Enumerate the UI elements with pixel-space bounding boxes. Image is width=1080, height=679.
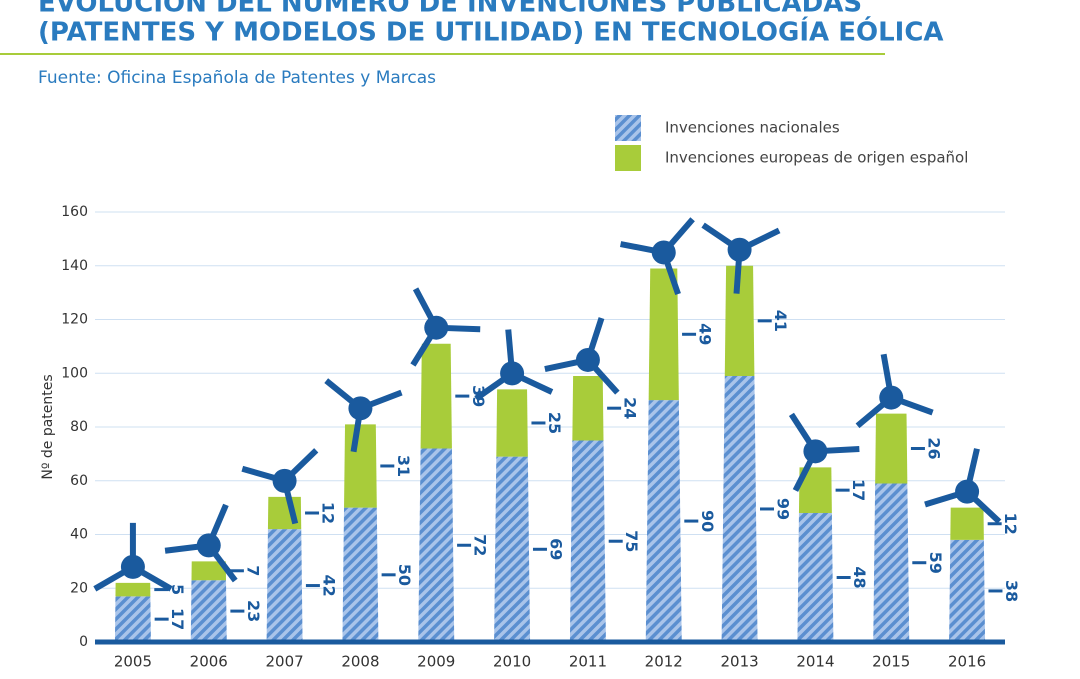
turbine-hub <box>121 555 145 579</box>
bar-segment <box>950 508 984 540</box>
y-tick-label: 20 <box>70 580 88 596</box>
bar-segment <box>421 344 452 449</box>
value-label: 12 <box>1001 513 1020 535</box>
value-label: 72 <box>471 534 490 556</box>
value-label: 41 <box>771 310 790 332</box>
bar-segment <box>875 414 907 484</box>
value-label: 23 <box>244 600 263 622</box>
legend-label: Invenciones nacionales <box>665 119 840 137</box>
value-label: 42 <box>319 574 338 596</box>
x-tick-label: 2012 <box>645 653 683 671</box>
y-tick-label: 40 <box>70 527 88 543</box>
value-label: 26 <box>924 437 943 459</box>
title-line: (PATENTES Y MODELOS DE UTILIDAD) EN TECN… <box>38 16 944 48</box>
bar-segment <box>115 596 151 642</box>
y-axis-label: Nº de patentes <box>40 374 56 479</box>
turbine-hub <box>500 361 524 385</box>
bar-segment <box>570 440 606 642</box>
x-tick-label: 2013 <box>720 653 758 671</box>
x-tick-label: 2016 <box>948 653 986 671</box>
x-tick-label: 2015 <box>872 653 910 671</box>
value-label: 49 <box>696 323 715 345</box>
value-label: 31 <box>394 455 413 477</box>
value-label: 7 <box>243 565 262 576</box>
value-label: 69 <box>546 538 565 560</box>
bar-segment <box>418 449 454 643</box>
bar-segment <box>572 376 603 441</box>
value-label: 48 <box>850 566 869 588</box>
x-tick-label: 2006 <box>190 653 228 671</box>
legend-swatch <box>615 115 641 141</box>
legend-swatch <box>615 145 641 171</box>
value-label: 75 <box>622 530 641 552</box>
value-label: 17 <box>849 479 868 501</box>
bar-segment <box>342 508 378 642</box>
y-tick-label: 60 <box>70 473 88 489</box>
value-label: 17 <box>168 608 187 630</box>
x-tick-label: 2011 <box>569 653 607 671</box>
y-tick-label: 80 <box>70 419 88 435</box>
bar-segment <box>646 400 682 642</box>
turbine-hub <box>273 469 297 493</box>
x-tick-label: 2010 <box>493 653 531 671</box>
x-tick-label: 2007 <box>265 653 303 671</box>
bar-segment <box>494 457 530 642</box>
turbine-hub <box>803 439 827 463</box>
subtitle: Fuente: Oficina Española de Patentes y M… <box>38 68 436 88</box>
turbine-hub <box>424 316 448 340</box>
y-tick-label: 160 <box>61 204 88 220</box>
turbine-hub <box>197 533 221 557</box>
turbine-hub <box>879 386 903 410</box>
value-label: 99 <box>773 498 792 520</box>
bar-segment <box>797 513 833 642</box>
bar-segment <box>267 529 303 642</box>
value-label: 38 <box>1002 580 1021 602</box>
y-tick-label: 0 <box>79 634 88 650</box>
x-tick-label: 2008 <box>341 653 379 671</box>
bar-segment <box>949 540 985 642</box>
value-label: 12 <box>319 502 338 524</box>
bar-segment <box>722 376 758 642</box>
bar-segment <box>873 483 909 642</box>
y-tick-label: 100 <box>61 365 88 381</box>
y-tick-label: 120 <box>61 312 88 328</box>
value-label: 59 <box>926 552 945 574</box>
turbine-hub <box>728 238 752 262</box>
turbine-hub <box>652 240 676 264</box>
value-label: 25 <box>545 412 564 434</box>
x-tick-label: 2005 <box>114 653 152 671</box>
y-tick-label: 140 <box>61 258 88 274</box>
turbine-hub <box>348 396 372 420</box>
title-line: EVOLUCIÓN DEL NÚMERO DE INVENCIONES PUBL… <box>38 0 862 19</box>
turbine-hub <box>955 480 979 504</box>
bar-segment <box>191 580 227 642</box>
value-label: 50 <box>395 564 414 586</box>
x-tick-label: 2014 <box>796 653 834 671</box>
bar-segment <box>115 583 150 596</box>
bar-segment <box>344 424 377 507</box>
x-tick-label: 2009 <box>417 653 455 671</box>
value-label: 24 <box>621 397 640 419</box>
legend: Invenciones nacionales Invenciones europe… <box>615 115 968 171</box>
bar-segment <box>268 497 301 529</box>
turbine-hub <box>576 348 600 372</box>
legend-label: Invenciones europeas de origen español <box>665 149 968 167</box>
value-label: 90 <box>698 510 717 532</box>
bar-segment <box>496 389 528 456</box>
